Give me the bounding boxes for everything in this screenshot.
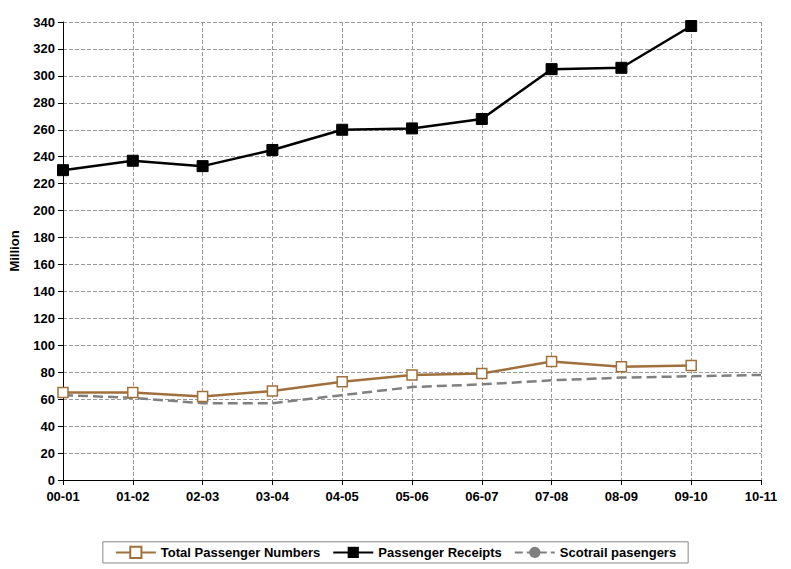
svg-text:20: 20	[41, 446, 55, 461]
svg-text:03-04: 03-04	[256, 489, 290, 504]
svg-text:Passenger Receipts: Passenger Receipts	[378, 545, 502, 560]
svg-text:80: 80	[41, 365, 55, 380]
svg-text:60: 60	[41, 392, 55, 407]
svg-text:0: 0	[48, 473, 55, 488]
svg-text:100: 100	[33, 338, 55, 353]
svg-text:280: 280	[33, 95, 55, 110]
svg-text:320: 320	[33, 41, 55, 56]
svg-text:Total Passenger Numbers: Total Passenger Numbers	[161, 545, 320, 560]
svg-text:10-11: 10-11	[745, 489, 778, 504]
svg-text:04-05: 04-05	[326, 489, 359, 504]
svg-text:05-06: 05-06	[395, 489, 428, 504]
svg-text:08-09: 08-09	[605, 489, 638, 504]
svg-text:140: 140	[33, 284, 55, 299]
svg-text:07-08: 07-08	[535, 489, 568, 504]
svg-text:01-02: 01-02	[116, 489, 149, 504]
svg-text:180: 180	[33, 230, 55, 245]
svg-text:120: 120	[33, 311, 55, 326]
svg-text:260: 260	[33, 122, 55, 137]
svg-text:160: 160	[33, 257, 55, 272]
svg-text:220: 220	[33, 176, 55, 191]
svg-text:240: 240	[33, 149, 55, 164]
svg-text:09-10: 09-10	[675, 489, 708, 504]
svg-text:06-07: 06-07	[465, 489, 498, 504]
svg-text:300: 300	[33, 68, 55, 83]
svg-text:Scotrail pasengers: Scotrail pasengers	[560, 545, 676, 560]
svg-text:200: 200	[33, 203, 55, 218]
svg-text:340: 340	[33, 15, 55, 30]
svg-text:40: 40	[41, 419, 55, 434]
svg-text:00-01: 00-01	[46, 489, 79, 504]
svg-text:02-03: 02-03	[186, 489, 219, 504]
svg-text:Million: Million	[7, 230, 22, 271]
